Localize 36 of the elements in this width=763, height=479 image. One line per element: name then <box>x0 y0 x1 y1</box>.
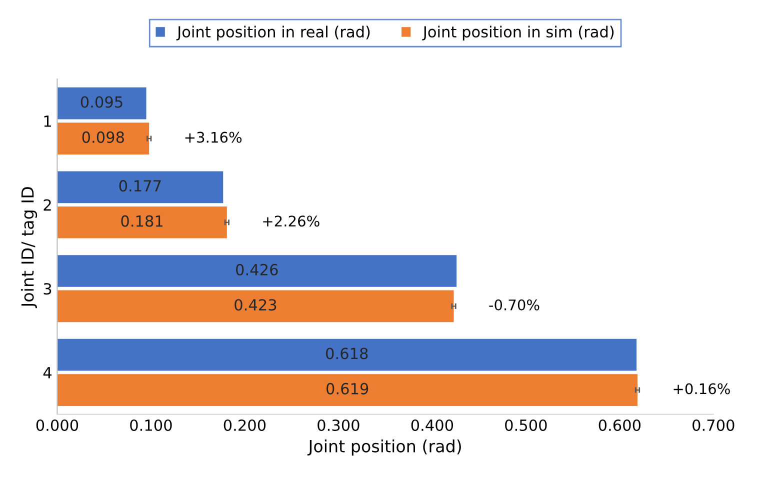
data-label: 0.095 <box>80 96 122 108</box>
annotation: +3.16% <box>185 132 242 143</box>
x-tick-label: 0.300 <box>318 419 360 432</box>
bar <box>57 87 146 120</box>
x-tick-label: 0.000 <box>36 419 78 432</box>
annotation: -0.70% <box>489 299 540 310</box>
bar <box>57 171 224 204</box>
data-label: 0.423 <box>234 299 276 311</box>
data-label: 0.426 <box>236 264 278 276</box>
x-tick-label: 0.100 <box>130 419 172 432</box>
x-tick-label: 0.400 <box>411 419 454 432</box>
data-label: 0.618 <box>326 348 368 360</box>
y-tick-label: 2 <box>44 199 51 211</box>
y-tick-label: 1 <box>44 116 51 127</box>
data-label: 0.177 <box>119 180 161 192</box>
legend-label: Joint position in real (rad) <box>176 26 370 41</box>
bar <box>57 255 457 287</box>
annotation: +0.16% <box>674 383 730 394</box>
x-axis-title: Joint position (rad) <box>307 440 461 456</box>
y-tick-label: 4 <box>43 367 52 378</box>
y-axis-title: Joint ID/ tag ID <box>20 187 38 308</box>
legend-label: Joint position in sim (rad) <box>422 26 614 41</box>
x-tick-label: 0.700 <box>692 419 734 432</box>
bar <box>57 206 227 238</box>
x-tick-label: 0.600 <box>598 419 641 432</box>
bar <box>57 338 637 371</box>
x-tick-label: 0.500 <box>505 419 547 432</box>
annotation: +2.26% <box>263 216 320 227</box>
data-label: 0.181 <box>121 215 163 227</box>
data-label: 0.098 <box>82 131 124 143</box>
data-label: 0.619 <box>326 382 368 394</box>
x-tick-label: 0.200 <box>224 419 266 432</box>
bar <box>57 374 638 406</box>
bar <box>57 290 454 322</box>
bar <box>57 122 150 154</box>
y-tick-label: 3 <box>44 283 52 295</box>
